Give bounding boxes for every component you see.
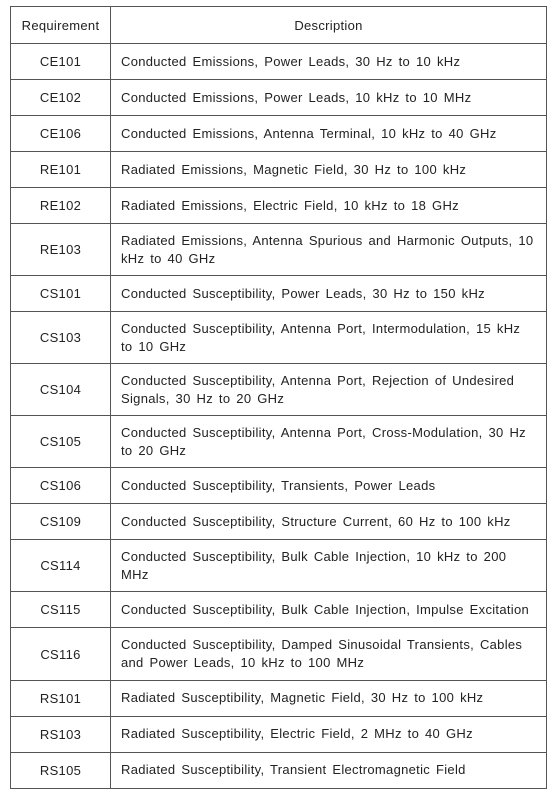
cell-description: Conducted Susceptibility, Antenna Port, … [111, 364, 547, 416]
cell-description: Radiated Susceptibility, Electric Field,… [111, 716, 547, 752]
table-row: CE101Conducted Emissions, Power Leads, 3… [11, 44, 547, 80]
cell-requirement: CE106 [11, 116, 111, 152]
table-row: RE101Radiated Emissions, Magnetic Field,… [11, 152, 547, 188]
cell-description: Conducted Emissions, Antenna Terminal, 1… [111, 116, 547, 152]
cell-description: Conducted Susceptibility, Power Leads, 3… [111, 276, 547, 312]
requirements-table: Requirement Description CE101Conducted E… [10, 6, 547, 789]
cell-requirement: CS101 [11, 276, 111, 312]
col-header-requirement: Requirement [11, 7, 111, 44]
table-row: RE102Radiated Emissions, Electric Field,… [11, 188, 547, 224]
cell-requirement: CE101 [11, 44, 111, 80]
table-row: CS104Conducted Susceptibility, Antenna P… [11, 364, 547, 416]
table-row: CS105Conducted Susceptibility, Antenna P… [11, 416, 547, 468]
cell-requirement: CS103 [11, 312, 111, 364]
cell-requirement: CE102 [11, 80, 111, 116]
cell-requirement: CS109 [11, 504, 111, 540]
cell-requirement: RE101 [11, 152, 111, 188]
cell-requirement: RS101 [11, 680, 111, 716]
cell-description: Radiated Emissions, Magnetic Field, 30 H… [111, 152, 547, 188]
table-row: RE103Radiated Emissions, Antenna Spuriou… [11, 224, 547, 276]
table-row: CE106Conducted Emissions, Antenna Termin… [11, 116, 547, 152]
table-row: CE102Conducted Emissions, Power Leads, 1… [11, 80, 547, 116]
cell-requirement: RE103 [11, 224, 111, 276]
cell-description: Conducted Susceptibility, Damped Sinusoi… [111, 628, 547, 680]
table-row: RS101Radiated Susceptibility, Magnetic F… [11, 680, 547, 716]
cell-description: Conducted Susceptibility, Bulk Cable Inj… [111, 592, 547, 628]
table-header-row: Requirement Description [11, 7, 547, 44]
cell-requirement: CS105 [11, 416, 111, 468]
cell-description: Conducted Susceptibility, Antenna Port, … [111, 312, 547, 364]
cell-description: Conducted Susceptibility, Transients, Po… [111, 468, 547, 504]
cell-description: Radiated Emissions, Electric Field, 10 k… [111, 188, 547, 224]
cell-requirement: CS116 [11, 628, 111, 680]
cell-requirement: RS105 [11, 752, 111, 788]
cell-description: Radiated Emissions, Antenna Spurious and… [111, 224, 547, 276]
table-row: CS116Conducted Susceptibility, Damped Si… [11, 628, 547, 680]
cell-description: Radiated Susceptibility, Transient Elect… [111, 752, 547, 788]
cell-description: Conducted Emissions, Power Leads, 10 kHz… [111, 80, 547, 116]
cell-description: Conducted Emissions, Power Leads, 30 Hz … [111, 44, 547, 80]
table-row: CS115Conducted Susceptibility, Bulk Cabl… [11, 592, 547, 628]
table-row: CS109Conducted Susceptibility, Structure… [11, 504, 547, 540]
cell-requirement: RE102 [11, 188, 111, 224]
cell-description: Conducted Susceptibility, Antenna Port, … [111, 416, 547, 468]
cell-description: Conducted Susceptibility, Bulk Cable Inj… [111, 540, 547, 592]
table-row: CS106Conducted Susceptibility, Transient… [11, 468, 547, 504]
cell-requirement: CS115 [11, 592, 111, 628]
cell-requirement: CS106 [11, 468, 111, 504]
cell-description: Conducted Susceptibility, Structure Curr… [111, 504, 547, 540]
table-row: RS103Radiated Susceptibility, Electric F… [11, 716, 547, 752]
cell-requirement: CS104 [11, 364, 111, 416]
col-header-description: Description [111, 7, 547, 44]
table-row: CS101Conducted Susceptibility, Power Lea… [11, 276, 547, 312]
cell-requirement: CS114 [11, 540, 111, 592]
table-row: RS105Radiated Susceptibility, Transient … [11, 752, 547, 788]
cell-requirement: RS103 [11, 716, 111, 752]
cell-description: Radiated Susceptibility, Magnetic Field,… [111, 680, 547, 716]
table-row: CS114Conducted Susceptibility, Bulk Cabl… [11, 540, 547, 592]
table-row: CS103Conducted Susceptibility, Antenna P… [11, 312, 547, 364]
